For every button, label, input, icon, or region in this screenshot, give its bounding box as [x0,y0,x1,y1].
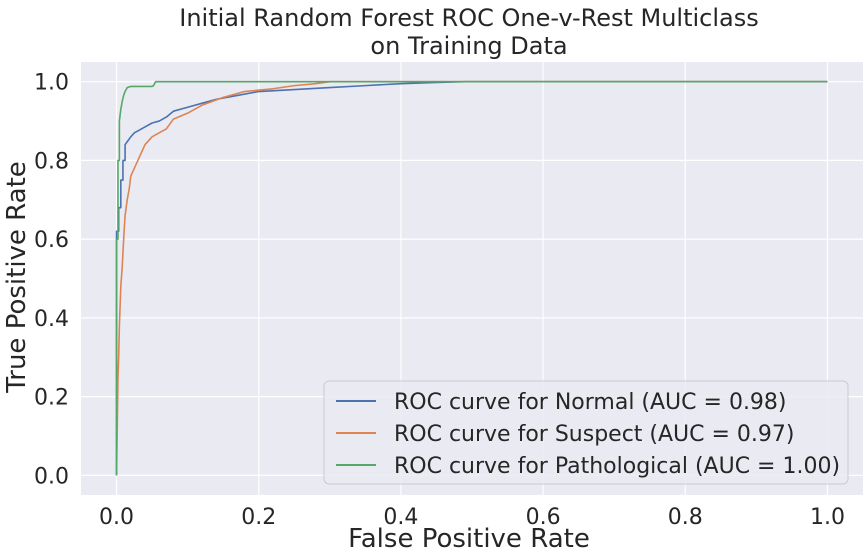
x-tick-label: 0.4 [383,505,418,530]
legend-item-pathological: ROC curve for Pathological (AUC = 1.00) [336,454,840,479]
roc-curve-pathological [115,80,828,476]
legend-label-pathological: ROC curve for Pathological (AUC = 1.00) [394,454,840,479]
y-tick-label: 0.0 [34,464,69,489]
legend-label-normal: ROC curve for Normal (AUC = 0.98) [394,390,787,415]
y-tick-label: 0.8 [34,149,69,174]
roc-curve-suspect [115,80,828,476]
legend-item-suspect: ROC curve for Suspect (AUC = 0.97) [336,422,795,447]
x-tick-label: 0.2 [241,505,276,530]
series-lines [115,80,828,476]
legend: ROC curve for Normal (AUC = 0.98) ROC cu… [323,380,849,485]
chart-title-line-2: on Training Data [370,32,567,60]
y-axis-label: True Positive Rate [2,161,32,394]
y-tick-label: 0.4 [34,307,69,332]
x-tick-label: 0.6 [526,505,561,530]
x-tick-label: 1.0 [810,505,845,530]
legend-item-normal: ROC curve for Normal (AUC = 0.98) [336,390,787,415]
legend-label-suspect: ROC curve for Suspect (AUC = 0.97) [394,422,795,447]
y-tick-label: 0.2 [34,386,69,411]
x-tick-label: 0.0 [99,505,134,530]
y-tick-label: 0.6 [34,228,69,253]
legend-box [323,380,849,485]
y-tick-label: 1.0 [34,71,69,96]
x-axis-label: False Positive Rate [348,524,590,554]
roc-curve-normal [115,80,828,476]
x-tick-label: 0.8 [668,505,703,530]
tick-labels: 0.0 0.2 0.4 0.6 0.8 1.0 0.0 0.2 0.4 0.6 0.8 1.0 [34,71,845,530]
chart-title-line-1: Initial Random Forest ROC One-v-Rest Mul… [179,4,759,32]
